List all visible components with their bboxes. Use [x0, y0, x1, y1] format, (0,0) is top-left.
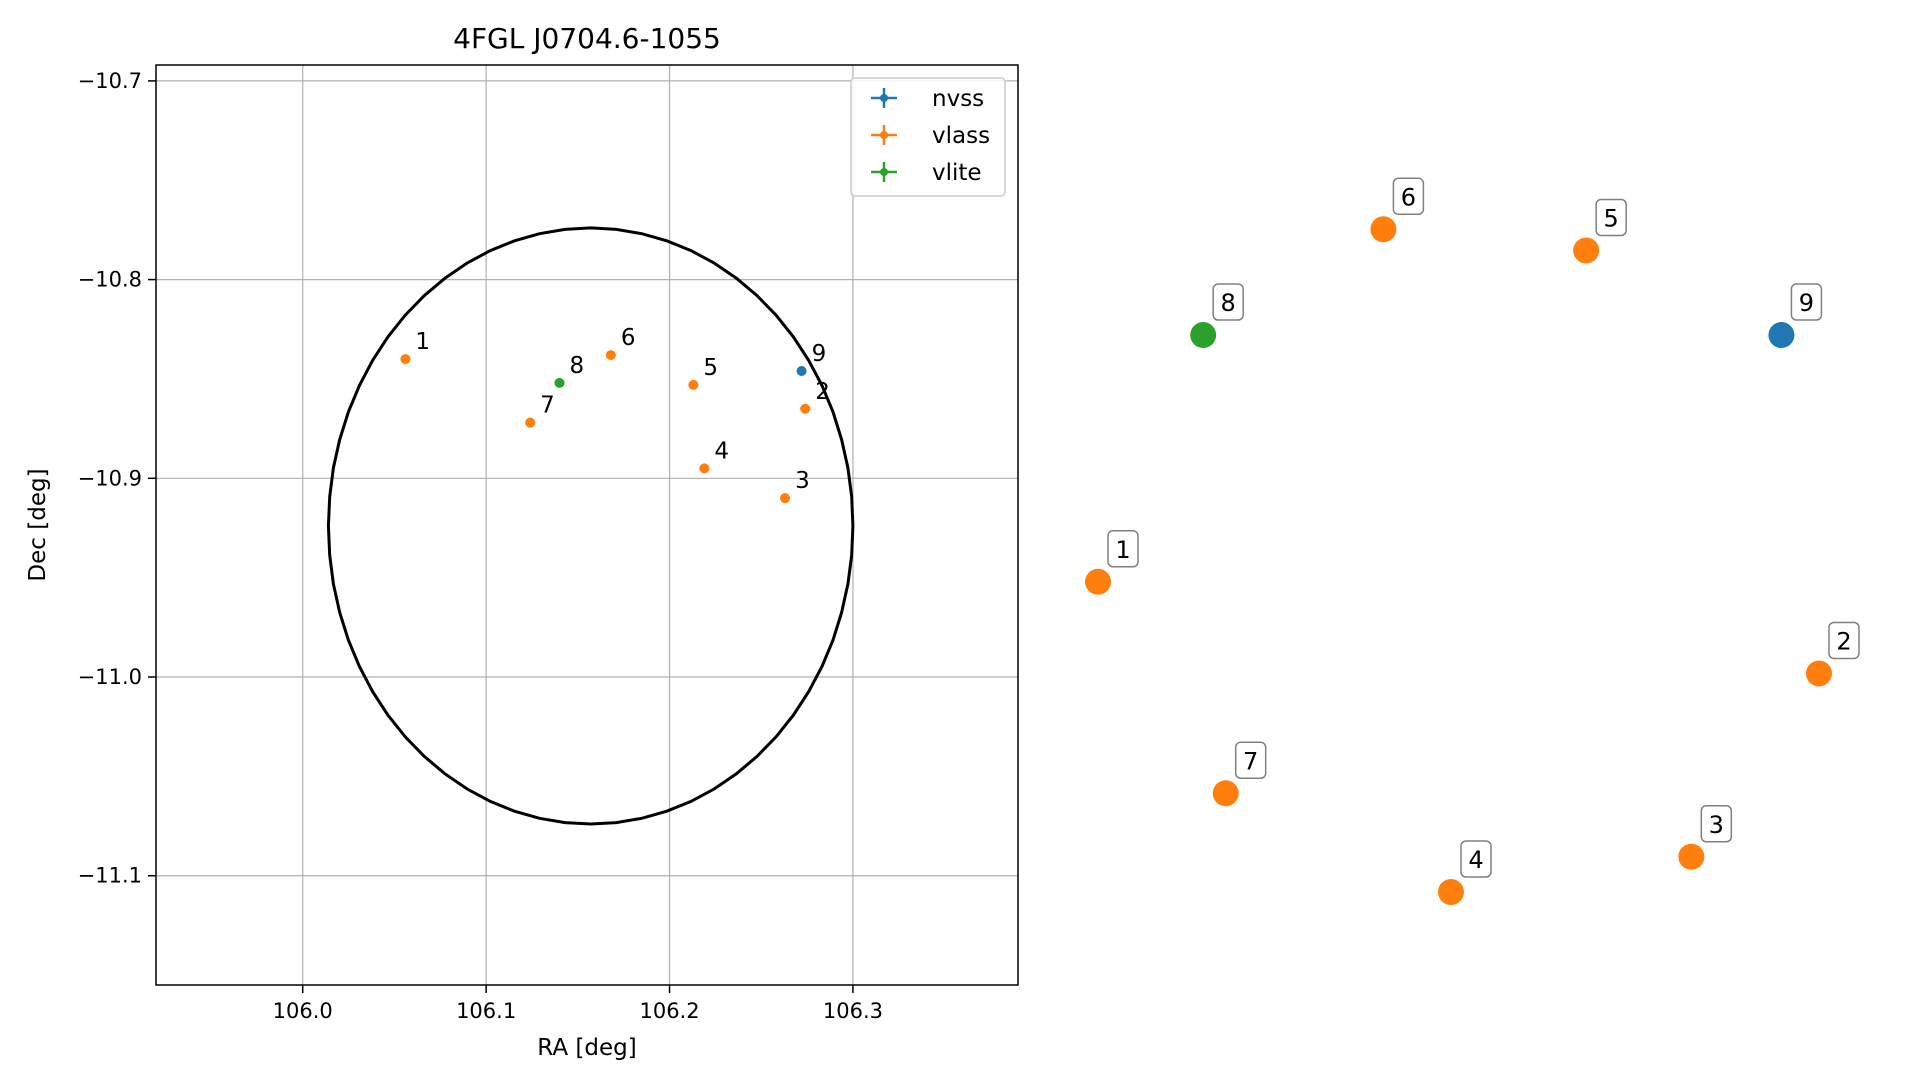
right-point-4-label: 4 [1468, 846, 1483, 874]
legend-vlass-label: vlass [932, 123, 990, 149]
right-point-5-label: 5 [1604, 204, 1619, 232]
y-axis-ticks: −10.7 −10.8 −10.9 −11.0 −11.1 [78, 69, 156, 888]
grid-lines [156, 65, 1018, 985]
right-point-8-label: 8 [1221, 289, 1236, 317]
y-tick-label: −11.0 [78, 665, 142, 689]
right-scatter-chart: 1 2 3 4 5 6 7 8 9 [1085, 177, 1860, 905]
y-axis-label: Dec [deg] [25, 468, 51, 581]
left-point-labels: 1 2 3 4 5 6 78 9 [415, 325, 829, 494]
right-point-2-label: 2 [1836, 627, 1851, 655]
left-data-points [400, 350, 811, 504]
y-tick-label: −10.9 [78, 466, 142, 490]
x-tick-label: 106.3 [823, 999, 883, 1023]
right-point-7-label-box [1234, 741, 1267, 780]
right-point-1-marker [1085, 568, 1112, 595]
point-1-marker [400, 354, 411, 365]
point-3-marker [780, 493, 791, 504]
right-point-3-label-box [1700, 805, 1733, 843]
right-point-4-label-box [1460, 840, 1492, 878]
right-point-5-marker [1573, 237, 1600, 264]
right-data-points: 1 2 3 4 5 6 7 8 9 [1085, 177, 1860, 905]
point-7-marker [525, 417, 536, 428]
right-point-5-label-box [1595, 198, 1627, 237]
legend-items: nvss vlass vlite [871, 86, 990, 186]
x-tick-label: 106.0 [273, 999, 333, 1023]
point-2-marker [800, 403, 811, 414]
right-point-1-label: 1 [1115, 536, 1130, 564]
point-8-marker [554, 377, 565, 388]
right-point-2-marker [1805, 660, 1832, 687]
x-tick-label: 106.2 [639, 999, 699, 1023]
point-5-marker [688, 379, 699, 390]
right-point-4-marker [1437, 879, 1464, 905]
legend-vlite-label: vlite [932, 160, 982, 186]
point-6-marker [605, 350, 616, 361]
right-point-3-marker [1678, 843, 1705, 870]
legend-nvss-label: nvss [932, 86, 984, 112]
point-9-label: 9 [812, 341, 827, 367]
right-point-1-label-box [1107, 530, 1139, 568]
chart-title: 4FGL J0704.6-1055 [453, 22, 721, 55]
ellipse-outline [326, 226, 855, 826]
point-1-label: 1 [415, 329, 430, 355]
point-9-marker [796, 366, 807, 377]
x-axis-ticks: 106.0 106.1 106.2 106.3 [273, 985, 883, 1023]
x-axis-label: RA [deg] [537, 1035, 636, 1061]
right-point-3-label: 3 [1709, 811, 1724, 839]
right-point-9-label: 9 [1799, 289, 1814, 317]
point-4-marker [699, 463, 710, 474]
point-8-label: 8 [569, 353, 584, 379]
legend-box [850, 77, 1006, 197]
localization-ellipse [326, 226, 855, 826]
right-point-8-label-box [1212, 283, 1244, 321]
right-point-7-marker [1212, 780, 1239, 807]
point-6-label: 6 [621, 325, 636, 351]
right-point-2-label-box [1828, 621, 1860, 660]
right-point-6-label-box [1392, 177, 1425, 216]
y-tick-label: −11.1 [78, 864, 142, 888]
legend: nvss vlass vlite [850, 77, 1006, 197]
y-tick-label: −10.7 [78, 69, 142, 93]
legend-vlass-marker [880, 131, 888, 139]
x-tick-label: 106.1 [456, 999, 516, 1023]
right-point-8-marker [1190, 322, 1217, 349]
point-4-label: 4 [714, 438, 729, 464]
right-point-6-label: 6 [1401, 183, 1416, 211]
point-5-label: 5 [703, 355, 718, 381]
right-point-6-marker [1370, 216, 1397, 243]
right-point-7-label: 7 [1243, 747, 1258, 775]
point-7-label: 7 [540, 393, 555, 419]
right-point-9-marker [1768, 322, 1795, 349]
point-3-label: 3 [795, 468, 810, 494]
y-tick-label: −10.8 [78, 268, 142, 292]
legend-nvss-marker [880, 94, 888, 102]
plot-frame [155, 64, 1019, 986]
legend-vlite-marker [880, 168, 888, 176]
point-2-label: 2 [815, 379, 830, 405]
right-point-9-label-box [1790, 283, 1823, 321]
